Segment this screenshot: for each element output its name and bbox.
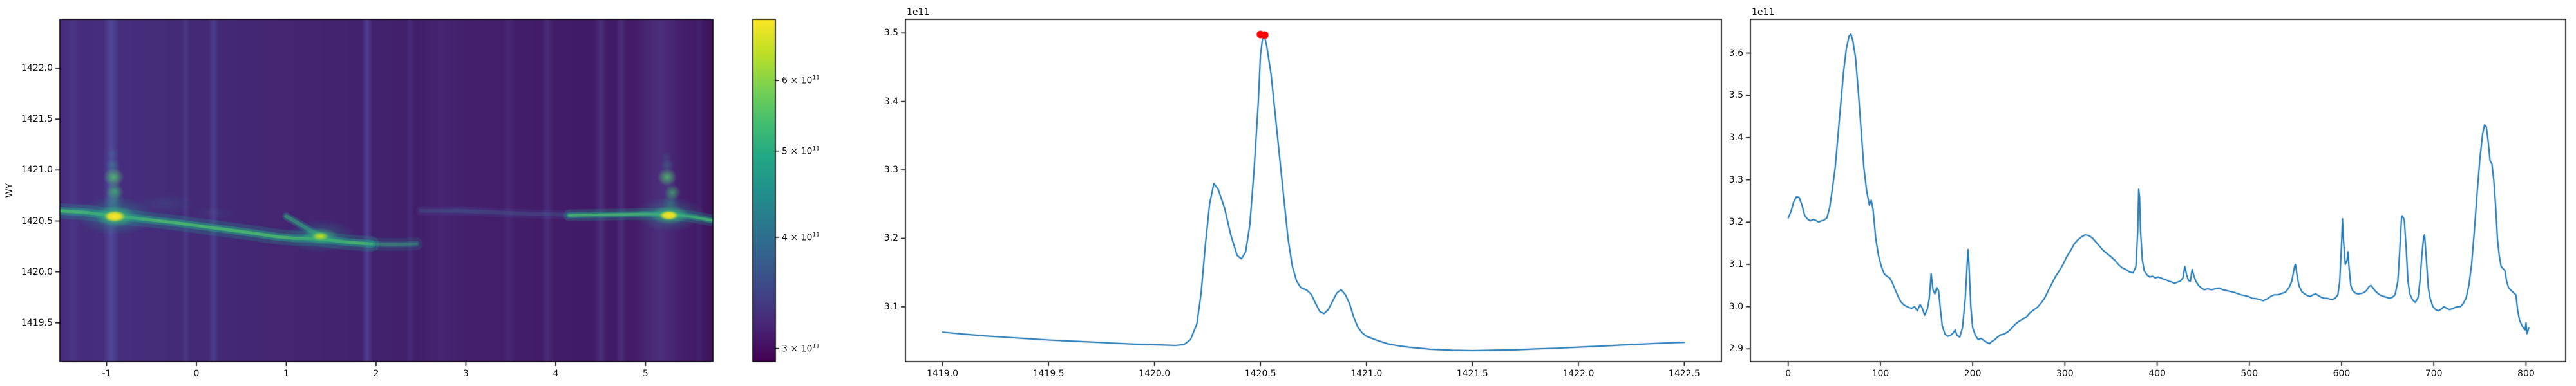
figure-canvas bbox=[0, 0, 2576, 386]
matplotlib-figure: WY 1e11 1e11 -1 0 1 2 3 4 5 1419.5 1420.0 1420.5 1… bbox=[0, 0, 2576, 386]
